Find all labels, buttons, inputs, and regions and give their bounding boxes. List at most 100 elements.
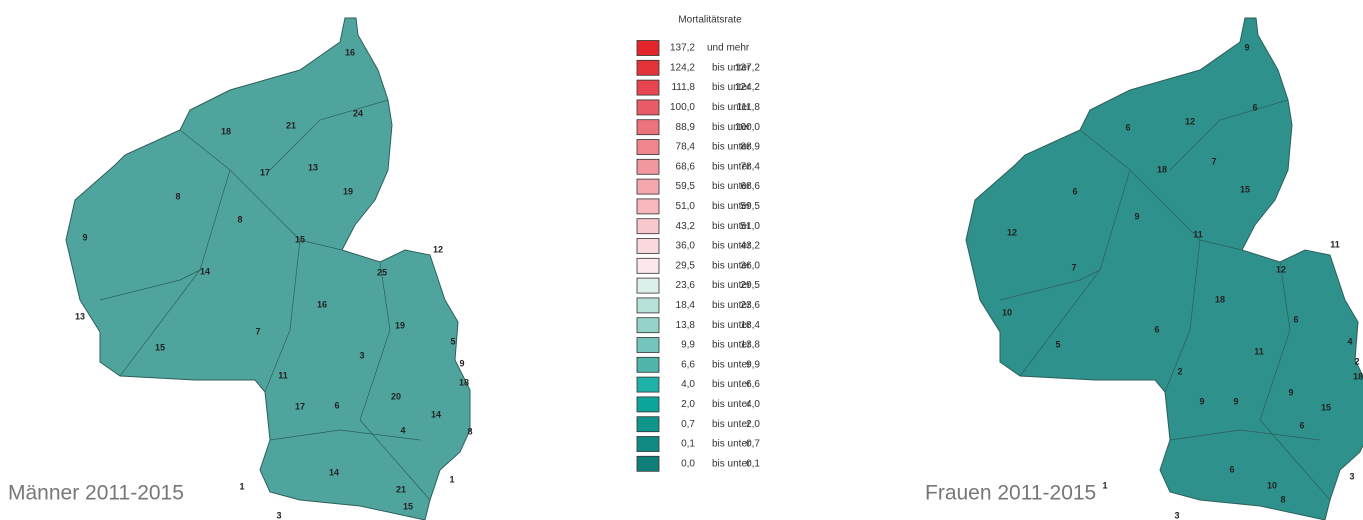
legend-to: 43,2 <box>741 241 761 252</box>
legend-label: bis unter <box>712 221 751 232</box>
region-label: 11 <box>1330 239 1340 249</box>
region-label: 12 <box>1007 227 1017 237</box>
legend-to: 0,1 <box>746 458 760 469</box>
region-label: 12 <box>1276 264 1286 274</box>
region-border <box>1164 239 1201 393</box>
legend-to: 59,5 <box>741 201 761 212</box>
legend-from: 111,8 <box>671 82 695 93</box>
legend-label: bis unter <box>712 260 751 271</box>
legend-to: 88,9 <box>741 142 761 153</box>
region-label: 15 <box>1240 184 1250 194</box>
legend-to: 124,2 <box>735 82 760 93</box>
region-label: 2 <box>1177 366 1182 376</box>
region-label: 18 <box>1157 164 1167 174</box>
region-label: 6 <box>1154 324 1159 334</box>
region-label: 8 <box>175 191 180 201</box>
legend-swatch <box>636 178 660 195</box>
region-label: 6 <box>1293 314 1298 324</box>
legend-swatch <box>636 238 660 254</box>
legend-swatch <box>636 297 660 314</box>
region-label: 9 <box>459 358 464 368</box>
legend-label: bis unter <box>712 161 751 172</box>
legend-swatch <box>636 455 660 472</box>
legend-to: 51,0 <box>741 221 761 232</box>
region-label: 3 <box>1349 471 1354 481</box>
legend-from: 9,9 <box>681 340 695 351</box>
legend-to: 4,0 <box>746 399 760 410</box>
legend-title: Mortalitätsrate <box>678 15 742 26</box>
region-label: 3 <box>359 350 364 360</box>
legend-from: 6,6 <box>681 359 695 370</box>
legend-swatch <box>636 277 660 294</box>
legend-to: 36,0 <box>741 260 761 271</box>
region-border <box>264 239 301 393</box>
legend-swatch <box>636 396 660 413</box>
region-label: 9 <box>1244 42 1249 52</box>
region-label: 15 <box>155 342 165 352</box>
legend-to: 0,7 <box>746 439 760 450</box>
map-title: Frauen 2011-2015 <box>925 482 1096 505</box>
legend-label: bis unter <box>712 122 751 133</box>
region-label: 9 <box>1199 396 1204 406</box>
region-label: 9 <box>1288 387 1293 397</box>
region-label: 18 <box>1215 294 1225 304</box>
region-label: 2 <box>1354 356 1359 366</box>
region-label: 14 <box>329 467 339 477</box>
region-label: 15 <box>295 234 305 244</box>
region-label: 7 <box>1211 156 1216 166</box>
region-border <box>99 269 201 301</box>
legend-swatch <box>636 158 660 175</box>
region-label: 3 <box>1174 510 1179 520</box>
region-label: 12 <box>433 244 443 254</box>
region-border <box>269 99 389 171</box>
legend-from: 51,0 <box>676 201 696 212</box>
region-label: 13 <box>75 311 85 321</box>
region-label: 4 <box>400 425 405 435</box>
region-label: 12 <box>1185 116 1195 126</box>
region-label: 21 <box>286 120 296 130</box>
region-label: 4 <box>1347 336 1352 346</box>
region-label: 16 <box>317 299 327 309</box>
legend-to: 78,4 <box>741 161 761 172</box>
legend-to: 18,4 <box>741 320 761 331</box>
region-border <box>1169 429 1321 441</box>
region-label: 7 <box>255 326 260 336</box>
legend-label: bis unter <box>712 62 751 73</box>
region-label: 9 <box>1233 396 1238 406</box>
region-label: 13 <box>308 162 318 172</box>
legend-to: 2,0 <box>746 419 760 430</box>
legend-swatch <box>636 337 660 353</box>
legend-from: 88,9 <box>676 122 696 133</box>
region-label: 6 <box>1125 122 1130 132</box>
legend-swatch <box>636 40 660 56</box>
region-label: 3 <box>276 510 281 520</box>
region-label: 16 <box>345 47 355 57</box>
region-label: 9 <box>82 232 87 242</box>
legend-from: 13,8 <box>676 320 696 331</box>
region-label: 14 <box>431 409 441 419</box>
region-border <box>1259 261 1331 501</box>
legend-label: bis unter <box>712 280 751 291</box>
legend-label: und mehr <box>707 43 750 54</box>
region-label: 6 <box>1072 186 1077 196</box>
legend-to: 9,9 <box>746 359 760 370</box>
legend-swatch <box>636 376 660 393</box>
map-region <box>965 17 1363 520</box>
region-label: 11 <box>1254 346 1264 356</box>
legend-from: 137,2 <box>670 43 695 54</box>
legend-label: bis unter <box>712 320 751 331</box>
region-label: 6 <box>334 400 339 410</box>
legend-to: 68,6 <box>741 181 761 192</box>
legend-from: 4,0 <box>681 379 695 390</box>
legend-from: 0,1 <box>681 439 695 450</box>
legend-swatch <box>636 59 660 76</box>
legend-label: bis unter <box>712 241 751 252</box>
region-label: 9 <box>1134 211 1139 221</box>
region-border <box>1169 99 1289 171</box>
region-border <box>1079 129 1243 251</box>
legend-from: 0,7 <box>681 419 695 430</box>
legend-from: 23,6 <box>676 280 696 291</box>
legend-to: 137,2 <box>735 62 760 73</box>
region-label: 14 <box>200 266 210 276</box>
